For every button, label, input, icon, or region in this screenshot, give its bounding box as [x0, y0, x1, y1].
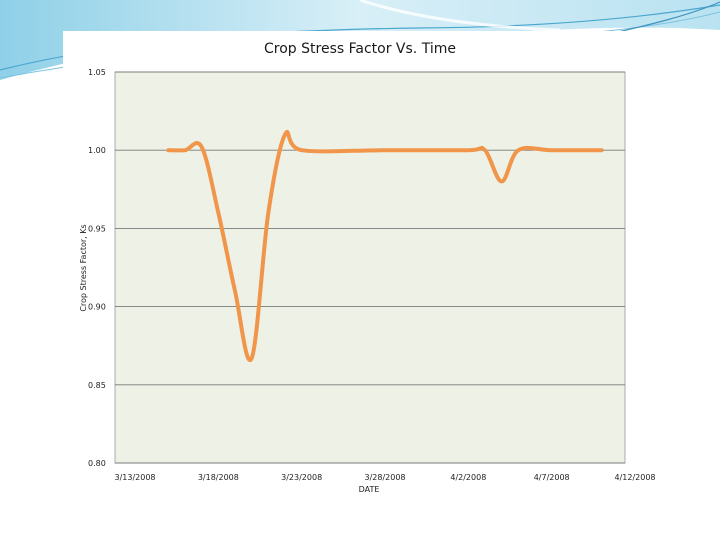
x-tick-label: 4/7/2008: [534, 473, 570, 482]
y-tick-label: 0.95: [88, 224, 106, 233]
y-tick-label: 1.00: [88, 146, 106, 155]
y-tick-labels: 0.80 0.85 0.90 0.95 1.00 1.05: [88, 68, 106, 468]
plot-area: [114, 71, 626, 464]
x-tick-label: 3/23/2008: [281, 473, 322, 482]
x-tick-labels: 3/13/2008 3/18/2008 3/23/2008 3/28/2008 4/2/…: [114, 473, 655, 482]
series-line-0: [166, 130, 604, 363]
y-tick-label: 1.05: [88, 68, 106, 77]
x-tick-label: 4/2/2008: [450, 473, 486, 482]
series-group: [166, 130, 604, 363]
x-tick-label: 3/18/2008: [198, 473, 239, 482]
y-tick-label: 0.80: [88, 459, 106, 468]
y-axis-label: Crop Stress Factor, Ks: [79, 224, 88, 311]
x-axis-label: DATE: [359, 485, 380, 494]
x-tick-label: 3/13/2008: [114, 473, 155, 482]
y-tick-label: 0.85: [88, 381, 106, 390]
y-tick-label: 0.90: [88, 303, 106, 312]
x-tick-label: 4/12/2008: [614, 473, 655, 482]
chart-title: Crop Stress Factor Vs. Time: [264, 41, 456, 57]
x-tick-label: 3/28/2008: [364, 473, 405, 482]
